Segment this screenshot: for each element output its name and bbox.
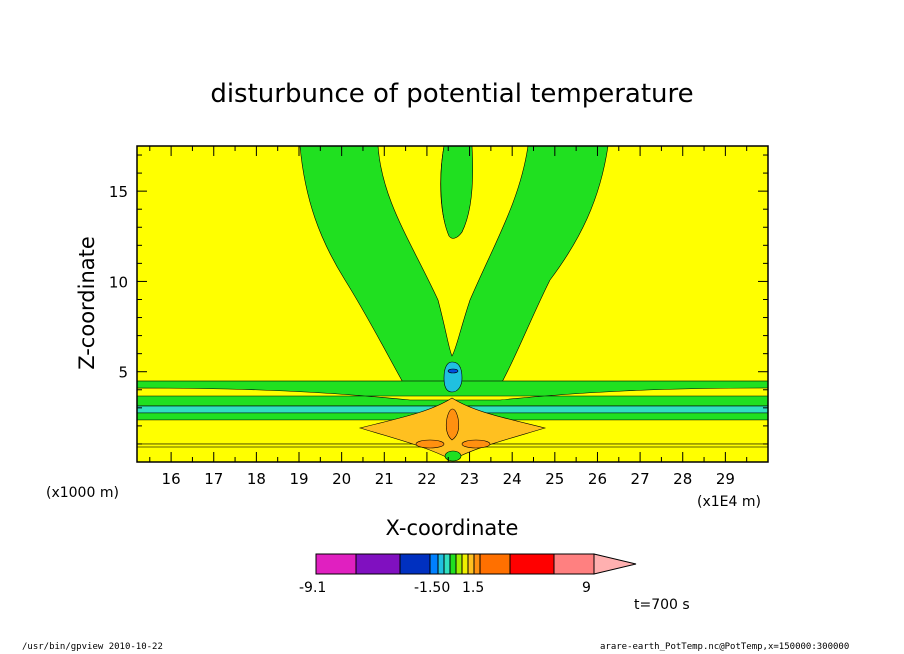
green-blob-bottom: [444, 450, 462, 462]
colorbar-label-max: 9: [582, 580, 591, 596]
colorbar: [315, 553, 637, 575]
x-tick-label: 24: [503, 470, 522, 488]
colorbar-segment: [467, 553, 475, 575]
colorbar-segment: [315, 553, 357, 575]
footer-right: arare-earth_PotTemp.nc@PotTemp,x=150000:…: [600, 642, 850, 652]
green-core-upper: [440, 146, 473, 239]
orange-core-left: [415, 439, 445, 449]
colorbar-segment: [437, 553, 445, 575]
colorbar-segment: [399, 553, 431, 575]
green-plume: [299, 146, 609, 396]
colorbar-segment: [429, 553, 439, 575]
colorbar-label-neg: -1.50: [414, 580, 450, 596]
colorbar-label-pos: 1.5: [462, 580, 484, 596]
x-tick-label: 26: [588, 470, 607, 488]
colorbar-segment: [449, 553, 457, 575]
chart-title: disturbunce of potential temperature: [210, 79, 693, 109]
x-tick-label: 22: [417, 470, 436, 488]
x-tick-label: 25: [545, 470, 564, 488]
y-tick-label: 15: [109, 183, 128, 201]
contour-fill: [137, 146, 768, 462]
x-unit-label: (x1E4 m): [697, 494, 761, 510]
colorbar-label-min: -9.1: [299, 580, 326, 596]
x-tick-label: 16: [162, 470, 181, 488]
x-tick-label: 20: [332, 470, 351, 488]
x-tick-label: 19: [289, 470, 308, 488]
blue-patch: [443, 361, 463, 393]
y-tick-label: 5: [118, 364, 128, 382]
orange-core-vertical: [445, 408, 460, 441]
colorbar-segment: [461, 553, 469, 575]
colorbar-triangle: [593, 553, 637, 575]
y-axis-label: Z-coordinate: [75, 236, 99, 370]
time-label: t=700 s: [634, 597, 690, 613]
y-unit-label: (x1000 m): [46, 485, 119, 501]
x-tick-label: 27: [631, 470, 650, 488]
colorbar-segment: [355, 553, 401, 575]
x-tick-label: 28: [673, 470, 692, 488]
colorbar-segment: [443, 553, 451, 575]
blue-core: [447, 368, 459, 374]
x-tick-label: 17: [204, 470, 223, 488]
colorbar-segment: [509, 553, 555, 575]
colorbar-segment: [553, 553, 595, 575]
x-tick-label: 29: [716, 470, 735, 488]
plot-frame: [136, 145, 769, 463]
x-axis-label: X-coordinate: [386, 516, 519, 540]
x-tick-label: 21: [375, 470, 394, 488]
colorbar-segment: [479, 553, 511, 575]
x-tick-label: 23: [460, 470, 479, 488]
yellow-wedge: [137, 387, 768, 401]
orange-core-right: [461, 439, 491, 449]
colorbar-segment: [455, 553, 463, 575]
y-ticks: 5 10 15: [109, 154, 768, 445]
x-tick-label: 18: [247, 470, 266, 488]
colorbar-segment: [473, 553, 481, 575]
x-ticks: 16 17 18 19 20 21 22 23 24 25 26 27 28 29: [149, 146, 748, 488]
y-tick-label: 10: [109, 273, 128, 291]
footer-left: /usr/bin/gpview 2010-10-22: [22, 642, 163, 652]
